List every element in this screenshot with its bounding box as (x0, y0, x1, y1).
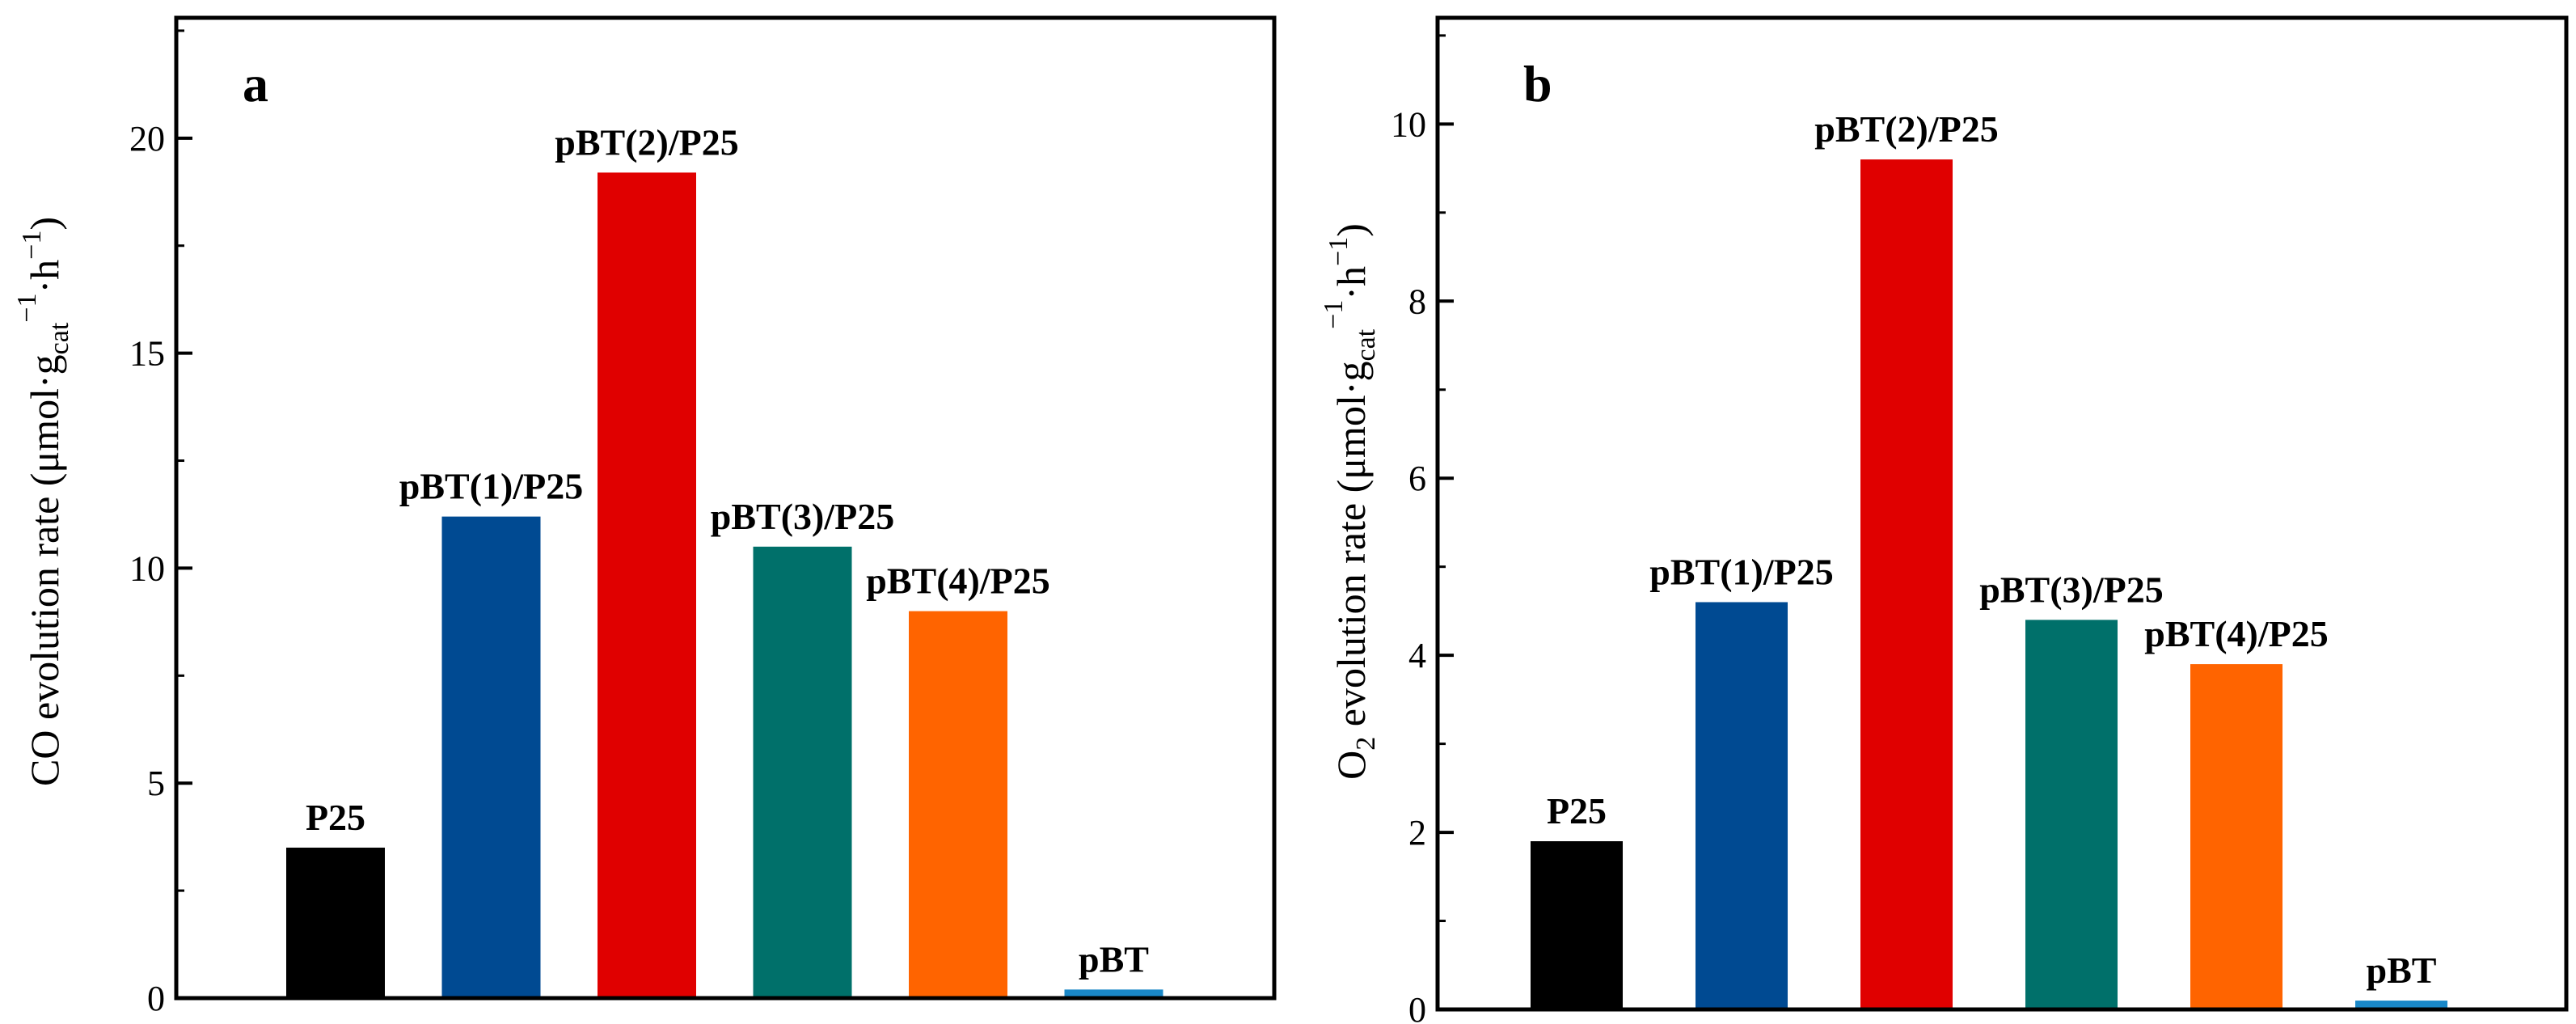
panel-a-letter: a (243, 55, 268, 112)
bar-label: pBT(2)/P25 (1814, 108, 1998, 150)
y-tick-label: 0 (1408, 990, 1426, 1024)
bar (1860, 159, 1953, 1010)
bar (2025, 620, 2118, 1009)
bar-label: pBT(1)/P25 (1649, 551, 1833, 592)
panel-a-plot: 0 5 10 15 20 P25 pBT(1)/P25 pBT(2)/P25 pBT(3)/P2… (129, 29, 1163, 1018)
bar-label: pBT (2367, 950, 2437, 991)
panel-b-y-axis-label: O2 evolution rate (μmol·gcat−1·h−1) (1319, 223, 1381, 780)
y-tick-label: 8 (1408, 281, 1426, 321)
bar (1531, 841, 1623, 1009)
bar (2355, 1001, 2447, 1009)
bar (598, 172, 696, 999)
bar-label: P25 (306, 797, 365, 838)
y-tick-label: 5 (147, 764, 165, 803)
panel-b: O2 evolution rate (μmol·gcat−1·h−1) 0 2 4 6… (1319, 15, 2569, 1024)
y-tick-label: 10 (1391, 104, 1426, 144)
y-tick-label: 4 (1408, 636, 1426, 675)
y-tick-label: 10 (129, 548, 165, 588)
bar (753, 546, 852, 998)
y-tick-label: 6 (1408, 459, 1426, 498)
panel-a-y-axis-label: CO evolution rate (μmol·gcat−1·h−1) (12, 217, 74, 786)
panel-b-plot: 0 2 4 6 8 10 P25 pBT(1)/P25 pBT(2)/P25 pBT(3)/P25… (1391, 34, 2447, 1024)
panel-b-frame (1435, 15, 2569, 1012)
bar-label: P25 (1547, 790, 1607, 831)
bar-label: pBT(3)/P25 (1979, 569, 2163, 610)
y-tick-label: 0 (147, 979, 165, 1018)
bar (1064, 989, 1163, 998)
bar-label: pBT(2)/P25 (555, 121, 738, 163)
bar (286, 847, 385, 998)
bar (909, 611, 1007, 998)
y-tick-label: 2 (1408, 813, 1426, 853)
y-tick-label: 20 (129, 119, 165, 159)
bar-label: pBT(4)/P25 (866, 561, 1049, 602)
bar (441, 516, 541, 998)
bar-label: pBT(4)/P25 (2144, 613, 2328, 654)
panel-b-letter: b (1523, 55, 1552, 112)
bar (1696, 602, 1788, 1009)
bar-label: pBT (1079, 938, 1149, 980)
panel-a: CO evolution rate (μmol·gcat−1·h−1) 0 5 10… (12, 15, 1277, 1018)
bar (2190, 664, 2283, 1009)
bar-label: pBT(3)/P25 (711, 496, 894, 537)
bar-label: pBT(1)/P25 (399, 466, 583, 507)
panel-a-frame (174, 15, 1277, 1001)
y-tick-label: 15 (129, 334, 165, 374)
